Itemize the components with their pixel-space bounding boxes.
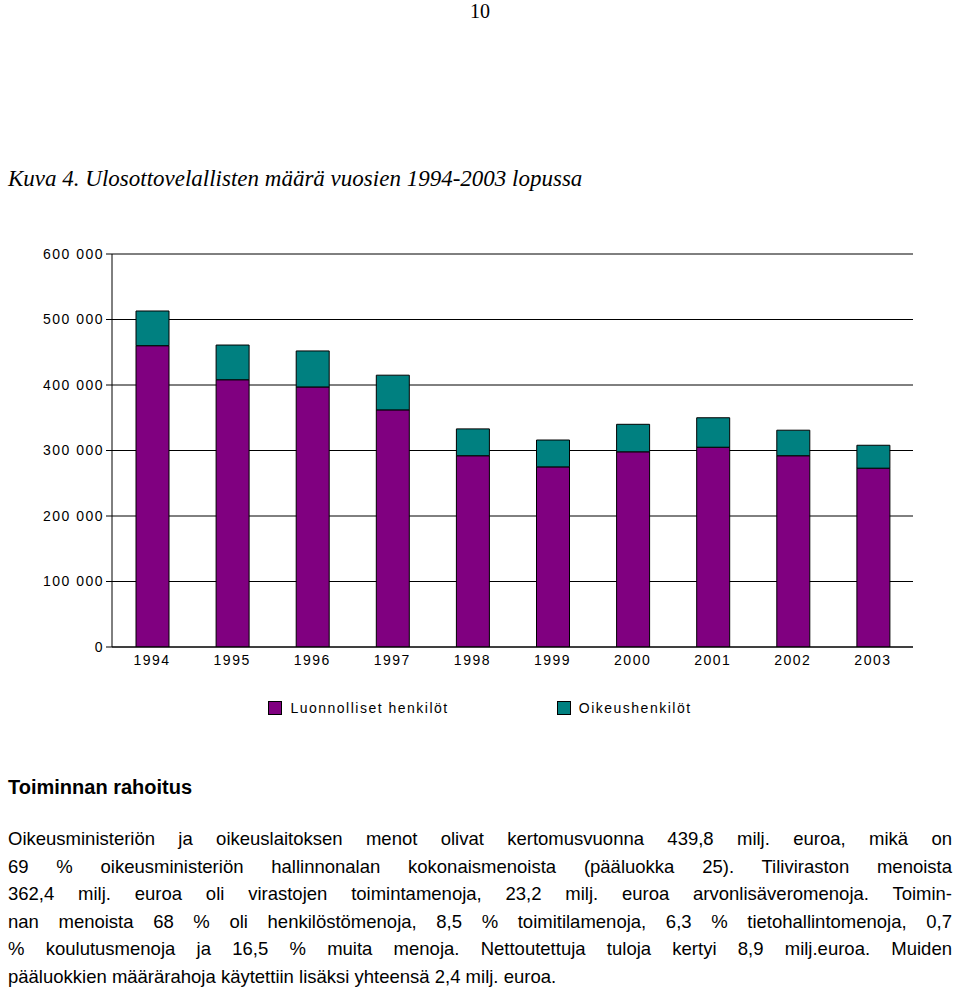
svg-text:1996: 1996 [294, 652, 331, 668]
html-text:pääluokkien määrärahoja käytet: pääluokkien määrärahoja käytettiin lisäk… [8, 965, 557, 987]
html-text:69 % oikeusministeriön hallinn: 69 % oikeusministeriön hallinnonalan kok… [8, 855, 952, 877]
svg-text:100 000: 100 000 [43, 573, 104, 589]
html-text:% koulutusmenoja ja 16,5 % mui: % koulutusmenoja ja 16,5 % muita menoja.… [8, 938, 952, 959]
svg-text:1997: 1997 [374, 652, 411, 668]
svg-text:2001: 2001 [694, 652, 731, 668]
svg-text:300 000: 300 000 [43, 442, 104, 458]
svg-text:1995: 1995 [214, 652, 251, 668]
svg-text:600 000: 600 000 [43, 246, 104, 262]
svg-text:2000: 2000 [614, 652, 651, 668]
svg-text:2002: 2002 [774, 652, 811, 668]
html-text:Kuva 4. Ulosottovelallisten mä: Kuva 4. Ulosottovelallisten määrä vuosie… [8, 166, 583, 191]
svg-text:1994: 1994 [133, 652, 170, 668]
svg-text:1999: 1999 [534, 652, 571, 668]
svg-text:200 000: 200 000 [43, 508, 104, 524]
html-text:10: 10 [470, 0, 490, 22]
html-text:Oikeusministeriön ja oikeuslai: Oikeusministeriön ja oikeuslaitoksen men… [8, 828, 952, 849]
html-text:362,4 milj. euroa oli virastoj: 362,4 milj. euroa oli virastojen toimint… [8, 883, 952, 904]
svg-text:2003: 2003 [854, 652, 891, 668]
svg-text:400 000: 400 000 [43, 377, 104, 393]
svg-text:0: 0 [95, 639, 104, 655]
html-text:Luonnolliset henkilöt: Luonnolliset henkilöt [290, 700, 449, 716]
html-text:Oikeushenkilöt: Oikeushenkilöt [578, 700, 692, 716]
svg-text:500 000: 500 000 [43, 311, 104, 327]
html-text:Toiminnan rahoitus: Toiminnan rahoitus [8, 776, 193, 798]
svg-text:1998: 1998 [454, 652, 491, 668]
html-text:nan menoista 68 % oli henkilös: nan menoista 68 % oli henkilöstömenoja, … [8, 910, 952, 932]
